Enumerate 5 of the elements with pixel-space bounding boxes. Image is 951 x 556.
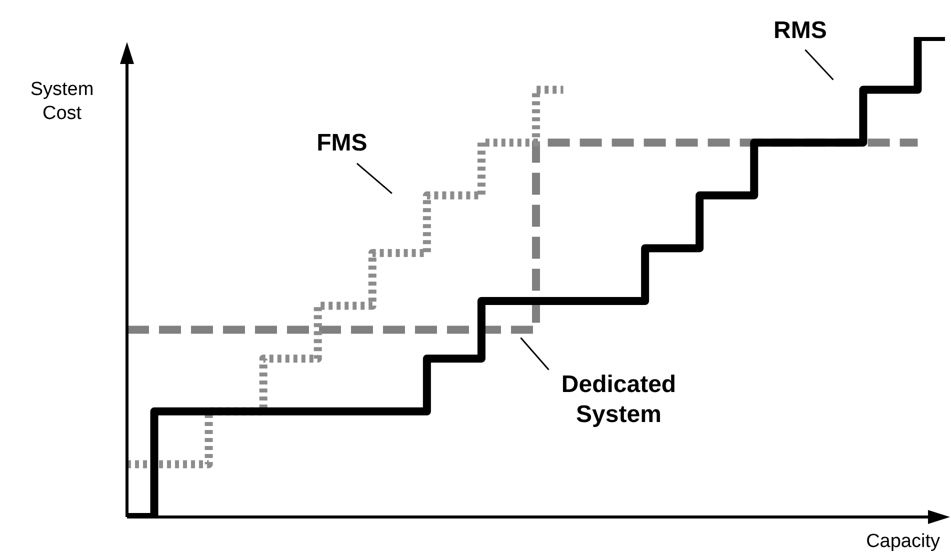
y-axis-title: System Cost <box>30 79 94 124</box>
text: RMS <box>774 16 827 44</box>
x-axis-title: Capacity <box>866 531 940 552</box>
text: Dedicated System <box>561 370 676 428</box>
text: FMS <box>316 129 368 156</box>
